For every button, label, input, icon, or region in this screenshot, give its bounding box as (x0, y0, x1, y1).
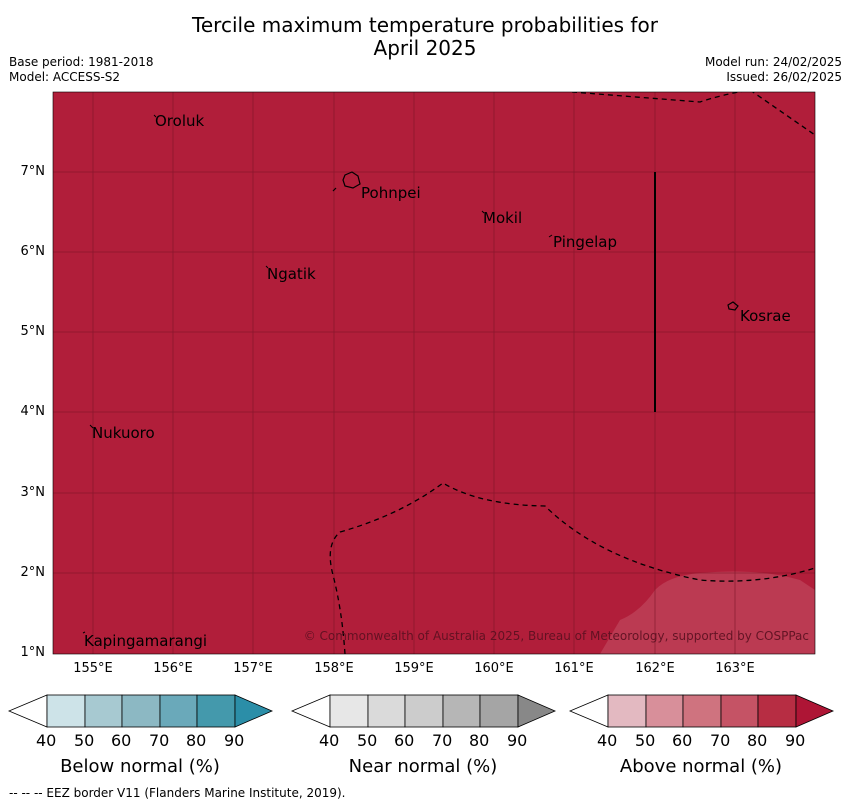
near-tick-40: 40 (319, 731, 340, 750)
near-normal-title: Near normal (%) (348, 756, 498, 777)
eez-border (329, 92, 815, 654)
lat-tick-4n: 4°N (20, 404, 46, 419)
place-pingelap: Pingelap (553, 233, 617, 251)
above-normal-title: Above normal (%) (619, 756, 783, 777)
lat-tick-7n: 7°N (20, 164, 46, 179)
place-mokil: Mokil (483, 209, 522, 227)
lon-tick-157e: 157°E (233, 661, 273, 676)
above-tick-50: 50 (635, 731, 656, 750)
below-normal-title: Below normal (%) (60, 756, 220, 777)
lighter-probability-patch (600, 571, 815, 654)
lon-tick-163e: 163°E (715, 661, 755, 676)
place-oroluk: Oroluk (155, 112, 204, 130)
lat-tick-2n: 2°N (20, 565, 46, 580)
above-tick-80: 80 (747, 731, 768, 750)
eez-footnote: -- -- -- EEZ border V11 (Flanders Marine… (9, 786, 346, 800)
colorbar-above (568, 694, 835, 728)
map-title: Tercile maximum temperature probabilitie… (0, 14, 850, 60)
near-tick-60: 60 (394, 731, 415, 750)
near-tick-90: 90 (507, 731, 528, 750)
below-tick-90: 90 (224, 731, 245, 750)
probability-fill (53, 92, 815, 654)
place-kosrae: Kosrae (740, 307, 791, 325)
below-tick-80: 80 (186, 731, 207, 750)
lon-tick-159e: 159°E (394, 661, 434, 676)
copyright-watermark: © Commonwealth of Australia 2025, Bureau… (304, 629, 809, 643)
lon-tick-160e: 160°E (474, 661, 514, 676)
above-tick-90: 90 (785, 731, 806, 750)
lat-tick-5n: 5°N (20, 324, 46, 339)
issued-date: Issued: 26/02/2025 (726, 70, 842, 84)
lat-tick-3n: 3°N (20, 485, 46, 500)
below-tick-40: 40 (36, 731, 57, 750)
base-period: Base period: 1981-2018 (9, 55, 154, 69)
graticule (53, 92, 815, 654)
lat-tick-6n: 6°N (20, 244, 46, 259)
map-frame (52, 91, 816, 655)
place-nukuoro: Nukuoro (92, 424, 155, 442)
lon-tick-158e: 158°E (314, 661, 354, 676)
near-tick-80: 80 (469, 731, 490, 750)
below-tick-50: 50 (74, 731, 95, 750)
title-line-1: Tercile maximum temperature probabilitie… (192, 13, 658, 37)
pohnpei-island-outline (342, 171, 361, 189)
above-tick-40: 40 (597, 731, 618, 750)
colorbar-below (7, 694, 274, 728)
model-run: Model run: 24/02/2025 (704, 55, 842, 69)
place-ngatik: Ngatik (267, 265, 316, 283)
above-tick-70: 70 (710, 731, 731, 750)
place-kapingamarangi: Kapingamarangi (84, 632, 207, 650)
near-tick-50: 50 (357, 731, 378, 750)
meta-left: Base period: 1981-2018 Model: ACCESS-S2 (9, 55, 154, 85)
place-pohnpei: Pohnpei (361, 184, 421, 202)
model-name: Model: ACCESS-S2 (9, 70, 121, 84)
lon-tick-162e: 162°E (635, 661, 675, 676)
lon-tick-161e: 161°E (554, 661, 594, 676)
ant-atoll-mark (332, 187, 337, 192)
near-tick-70: 70 (432, 731, 453, 750)
lat-tick-1n: 1°N (20, 645, 46, 660)
above-tick-60: 60 (672, 731, 693, 750)
below-tick-60: 60 (111, 731, 132, 750)
below-tick-70: 70 (149, 731, 170, 750)
colorbar-near (290, 694, 557, 728)
lon-tick-155e: 155°E (73, 661, 113, 676)
atoll-marks (82, 114, 553, 634)
lon-tick-156e: 156°E (153, 661, 193, 676)
title-line-2: April 2025 (373, 36, 477, 60)
meta-right: Model run: 24/02/2025 Issued: 26/02/2025 (705, 55, 842, 85)
kosrae-island-outline (727, 301, 739, 311)
